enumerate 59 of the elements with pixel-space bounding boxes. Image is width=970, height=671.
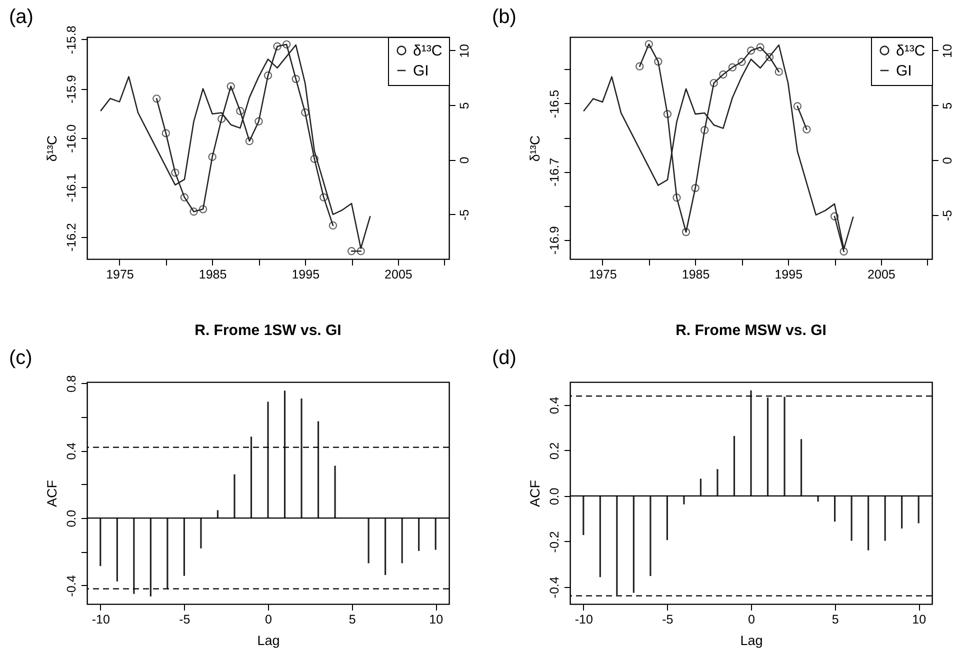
- x-tick-label: 0: [265, 612, 272, 626]
- y2-tick-label: 5: [940, 102, 954, 110]
- x-tick-label: 2005: [868, 268, 896, 282]
- legend-label: δ¹³C: [413, 42, 442, 60]
- x-tick-label: 5: [348, 612, 356, 626]
- x-tick-label: 1985: [682, 268, 710, 282]
- y-tick-label: -15.8: [64, 26, 78, 54]
- text: (d): [492, 347, 516, 369]
- x-axis-title: Lag: [740, 633, 763, 648]
- x-tick-label: 10: [429, 612, 444, 626]
- chart-title: R. Frome MSW vs. GI: [676, 322, 826, 339]
- legend-label: GI: [413, 62, 429, 80]
- legend-label: GI: [896, 62, 912, 80]
- y2-tick-label: -5: [940, 210, 954, 221]
- x-tick-label: 5: [832, 612, 839, 626]
- y2-tick-label: -5: [458, 209, 472, 220]
- x-tick-label: 0: [748, 612, 756, 626]
- y-tick-label: 0.2: [548, 442, 562, 460]
- x-tick-label: 1975: [106, 268, 134, 282]
- y-tick-label: -0.2: [548, 531, 562, 553]
- y-axis-title: δ¹³C: [44, 135, 60, 162]
- y-tick-label: -16.2: [64, 223, 78, 252]
- chart-title: R. Frome 1SW vs. GI: [194, 322, 342, 339]
- x-tick-label: -5: [662, 612, 674, 626]
- y2-tick-label: 0: [940, 157, 954, 164]
- x-tick-label: 10: [912, 612, 926, 626]
- y-tick-label: -16.1: [64, 174, 78, 202]
- text: (c): [9, 347, 32, 369]
- x-tick-label: 1995: [292, 268, 320, 282]
- x-tick-label: -5: [179, 612, 190, 626]
- y-tick-label: -16.0: [64, 124, 78, 153]
- y2-tick-label: 0: [458, 156, 472, 164]
- y-tick-label: -16.7: [548, 158, 562, 186]
- y-axis-title: ACF: [528, 480, 542, 507]
- y-tick-label: -16.5: [548, 90, 562, 118]
- text: (b): [492, 6, 516, 28]
- y2-tick-label: 10: [458, 44, 472, 58]
- y-tick-label: 0.4: [64, 442, 78, 460]
- y-tick-label: -0.4: [64, 575, 78, 597]
- text: (a): [9, 6, 34, 28]
- y-axis-title: δ¹³C: [528, 135, 542, 162]
- y-tick-label: 0.0: [548, 488, 562, 506]
- y-axis-title: ACF: [44, 480, 60, 507]
- x-tick-label: 1985: [198, 268, 227, 282]
- x-axis-title: Lag: [257, 633, 280, 648]
- y-tick-label: 0.0: [64, 510, 78, 528]
- x-tick-label: 1975: [589, 268, 617, 282]
- y-tick-label: -16.9: [548, 226, 562, 255]
- x-tick-label: 1995: [774, 268, 803, 282]
- y-tick-label: 0.8: [64, 375, 78, 393]
- x-tick-label: -10: [574, 612, 593, 626]
- y2-tick-label: 10: [940, 44, 954, 58]
- x-tick-label: -10: [92, 612, 110, 626]
- y2-tick-label: 5: [458, 102, 472, 110]
- legend-label: δ¹³C: [896, 42, 926, 60]
- y-tick-label: 0.4: [548, 396, 562, 414]
- y-tick-label: -15.9: [64, 75, 78, 104]
- y-tick-label: -0.4: [548, 576, 562, 598]
- x-tick-label: 2005: [384, 268, 412, 282]
